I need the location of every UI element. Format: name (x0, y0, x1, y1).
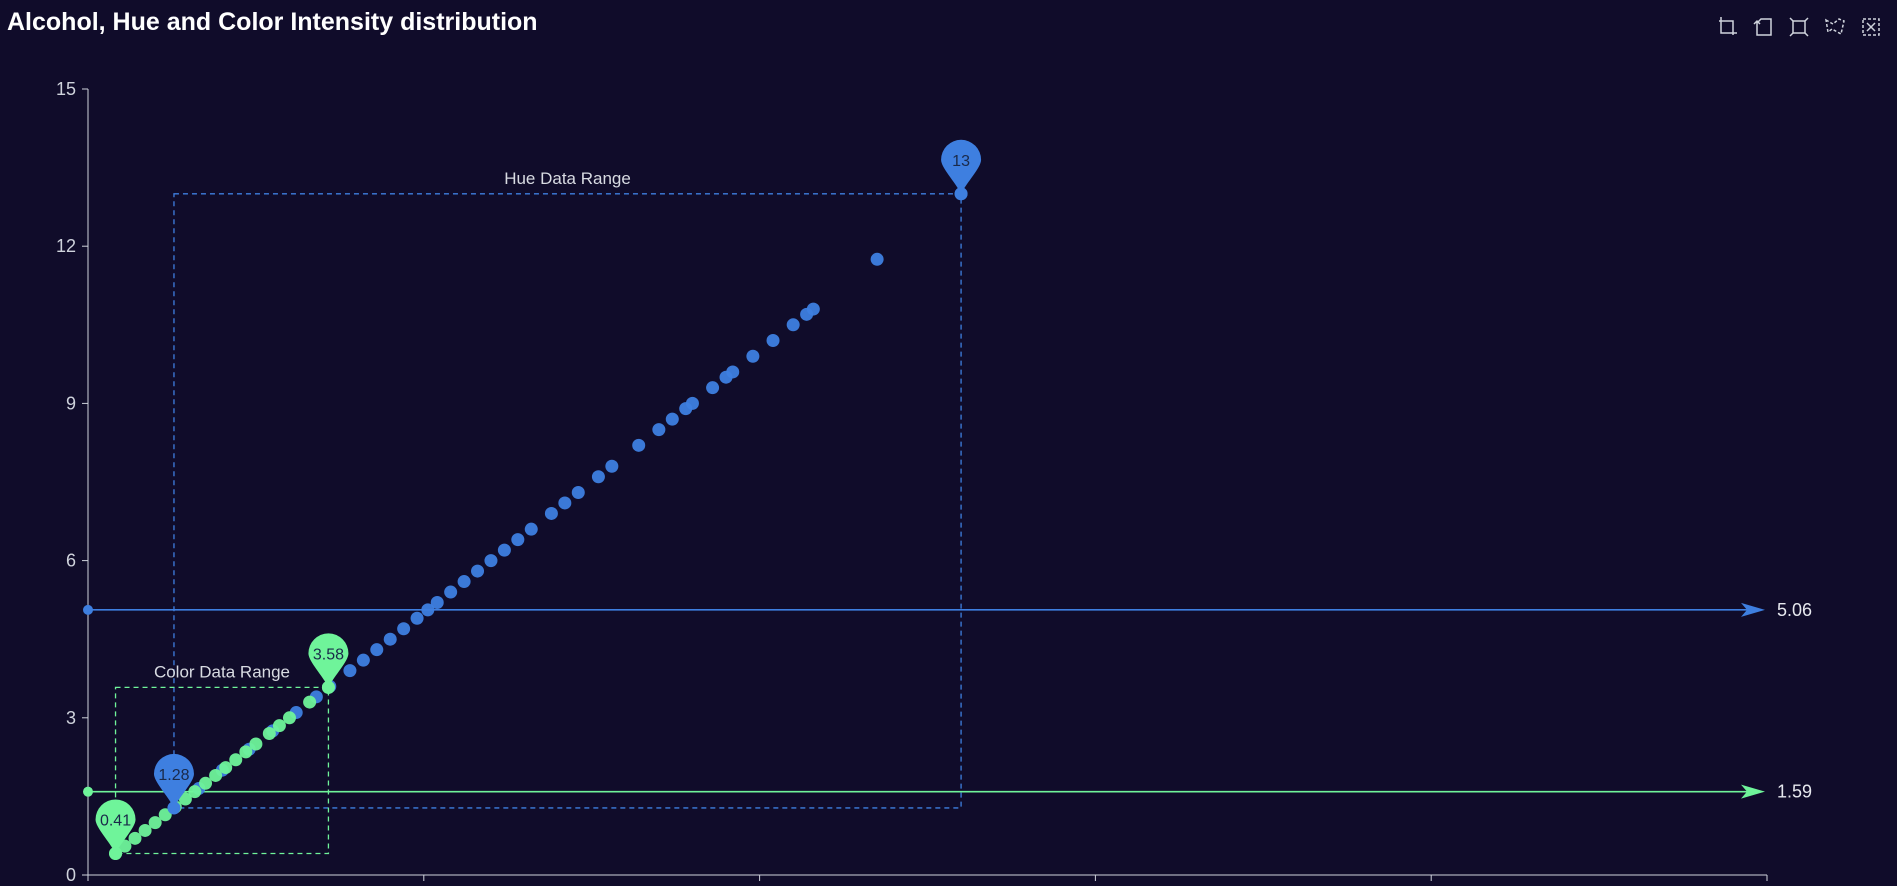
scatter-point (766, 334, 780, 348)
mark-line-arrow (1741, 602, 1765, 617)
y-tick-label: 0 (66, 865, 76, 885)
scatter-point (746, 349, 760, 363)
mark-point-pin (308, 633, 349, 688)
y-tick-label: 15 (56, 79, 76, 99)
scatter-point (544, 506, 558, 520)
mark-line-label: 5.06 (1777, 600, 1812, 620)
scatter-point (397, 622, 411, 636)
restore-icon[interactable] (1859, 15, 1883, 39)
rect-select-icon[interactable] (1715, 15, 1739, 39)
scatter-point (511, 533, 525, 547)
scatter-point (726, 365, 740, 379)
mark-point (954, 187, 968, 201)
scatter-point (786, 318, 800, 332)
scatter-point (272, 719, 286, 733)
y-tick-label: 12 (56, 236, 76, 256)
scatter-point (430, 596, 444, 610)
mark-area-label: Hue Data Range (504, 169, 631, 188)
mark-point (109, 847, 123, 861)
scatter-point (605, 459, 619, 473)
scatter-point (356, 653, 370, 667)
scatter-point (444, 585, 458, 599)
mark-point-label: 0.41 (100, 813, 131, 830)
mark-point-pin (153, 753, 194, 808)
scatter-point (706, 381, 720, 395)
scatter-point (148, 816, 162, 830)
mark-line-arrow (1741, 784, 1765, 799)
scatter-point (571, 485, 585, 499)
scatter-point (497, 543, 511, 557)
mark-line-label: 1.59 (1777, 782, 1812, 802)
mark-point (321, 680, 335, 694)
scatter-point (457, 575, 471, 589)
mark-point-label: 3.58 (313, 646, 344, 663)
scatter-point (249, 737, 263, 751)
keep-selection-icon[interactable] (1787, 15, 1811, 39)
y-tick-label: 3 (66, 708, 76, 728)
chart-title: Alcohol, Hue and Color Intensity distrib… (7, 8, 538, 36)
scatter-point (484, 554, 498, 568)
y-tick-label: 6 (66, 551, 76, 571)
scatter-point (178, 792, 192, 806)
scatter-point (558, 496, 572, 510)
scatter-point (471, 564, 485, 578)
mark-point-pin (95, 799, 136, 854)
mark-point-label: 13 (952, 153, 970, 170)
scatter-point (199, 776, 213, 790)
mark-point (167, 801, 181, 815)
scatter-point (262, 727, 276, 741)
scatter-point (665, 412, 679, 426)
scatter-point (421, 603, 435, 617)
scatter-point (632, 438, 646, 452)
scatter-point (870, 252, 884, 266)
mark-point-label: 1.28 (158, 767, 189, 784)
scatter-point (591, 470, 605, 484)
scatter-point (343, 664, 357, 678)
scatter-point (524, 522, 538, 536)
scatter-point (229, 753, 243, 767)
toolbox (1715, 15, 1883, 39)
scatter-point (219, 761, 233, 775)
scatter-point (138, 823, 152, 837)
scatter-point (239, 745, 253, 759)
scatter-point (410, 611, 424, 625)
mark-area-0 (173, 193, 962, 809)
clear-selection-icon[interactable] (1823, 15, 1847, 39)
scatter-point (158, 808, 172, 822)
polygon-select-icon[interactable] (1751, 15, 1775, 39)
y-tick-label: 9 (66, 393, 76, 413)
scatter-point (685, 396, 699, 410)
scatter-point (188, 785, 202, 799)
scatter-point (370, 643, 384, 657)
scatter-point (209, 768, 223, 782)
mark-area-label: Color Data Range (154, 662, 290, 681)
scatter-point (652, 423, 666, 437)
scatter-point (303, 695, 317, 709)
scatter-point (383, 632, 397, 646)
scatter-point (806, 302, 820, 316)
scatter-point (128, 831, 142, 845)
mark-point-pin (941, 139, 982, 194)
scatter-point (282, 711, 296, 725)
